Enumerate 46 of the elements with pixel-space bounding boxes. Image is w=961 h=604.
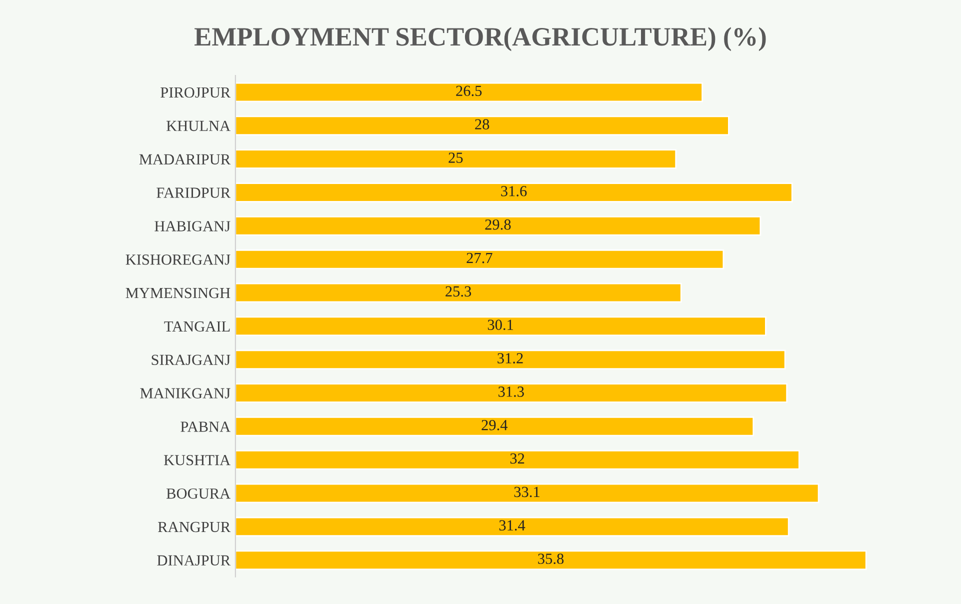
bar: [235, 350, 786, 370]
bar: [235, 249, 724, 270]
data-label: 35.8: [538, 554, 564, 564]
bar: [235, 282, 682, 303]
data-label: 31.3: [498, 386, 524, 397]
data-label: 31.2: [498, 353, 523, 364]
bar: [235, 483, 820, 504]
data-label: 26.5: [456, 86, 482, 96]
bar: [235, 416, 754, 436]
data-label: 29.8: [485, 219, 511, 230]
bar: [235, 82, 703, 102]
y-tick-label: SIRAJGANJ: [152, 354, 230, 366]
data-label: 29.4: [482, 420, 508, 430]
y-tick-label: RANGPUR: [158, 522, 231, 532]
data-label: 32: [510, 453, 524, 464]
y-tick-label: KUSHTIA: [164, 455, 230, 466]
data-label: 31.6: [501, 186, 527, 196]
y-tick-label: MYMENSINGH: [126, 288, 230, 298]
y-tick-label: FARIDPUR: [156, 188, 231, 198]
bar: [235, 116, 730, 136]
bar: [235, 516, 790, 537]
y-tick-label: MANIKGANJ: [140, 388, 230, 398]
y-tick-label: KHULNA: [166, 120, 230, 132]
data-label: 33.1: [514, 486, 540, 498]
y-tick-label: PABNA: [180, 422, 230, 432]
y-tick-label: DINAJPUR: [157, 555, 231, 566]
y-tick-label: TANGAIL: [164, 321, 230, 332]
data-label: 27.7: [466, 252, 492, 264]
data-label: 31.4: [499, 520, 526, 531]
y-tick-label: HABIGANJ: [154, 221, 230, 232]
bar: [235, 383, 788, 403]
y-tick-label: BOGURA: [166, 488, 230, 499]
y-tick-label: MADARIPUR: [139, 154, 231, 165]
data-label: 30.1: [488, 320, 514, 330]
bar: [235, 149, 677, 169]
bar: [235, 182, 793, 202]
data-label: 28: [475, 119, 490, 130]
bar: [235, 450, 800, 470]
y-tick-label: KISHOREGANJ: [126, 254, 230, 265]
bar: [235, 216, 762, 236]
bar: [235, 550, 867, 570]
data-label: 25: [448, 152, 463, 163]
data-label: 25.3: [446, 286, 472, 297]
bar: [235, 316, 766, 336]
y-tick-label: PIROJPUR: [160, 87, 231, 98]
chart-title: EMPLOYMENT SECTOR(AGRICULTURE) (%): [194, 27, 766, 52]
